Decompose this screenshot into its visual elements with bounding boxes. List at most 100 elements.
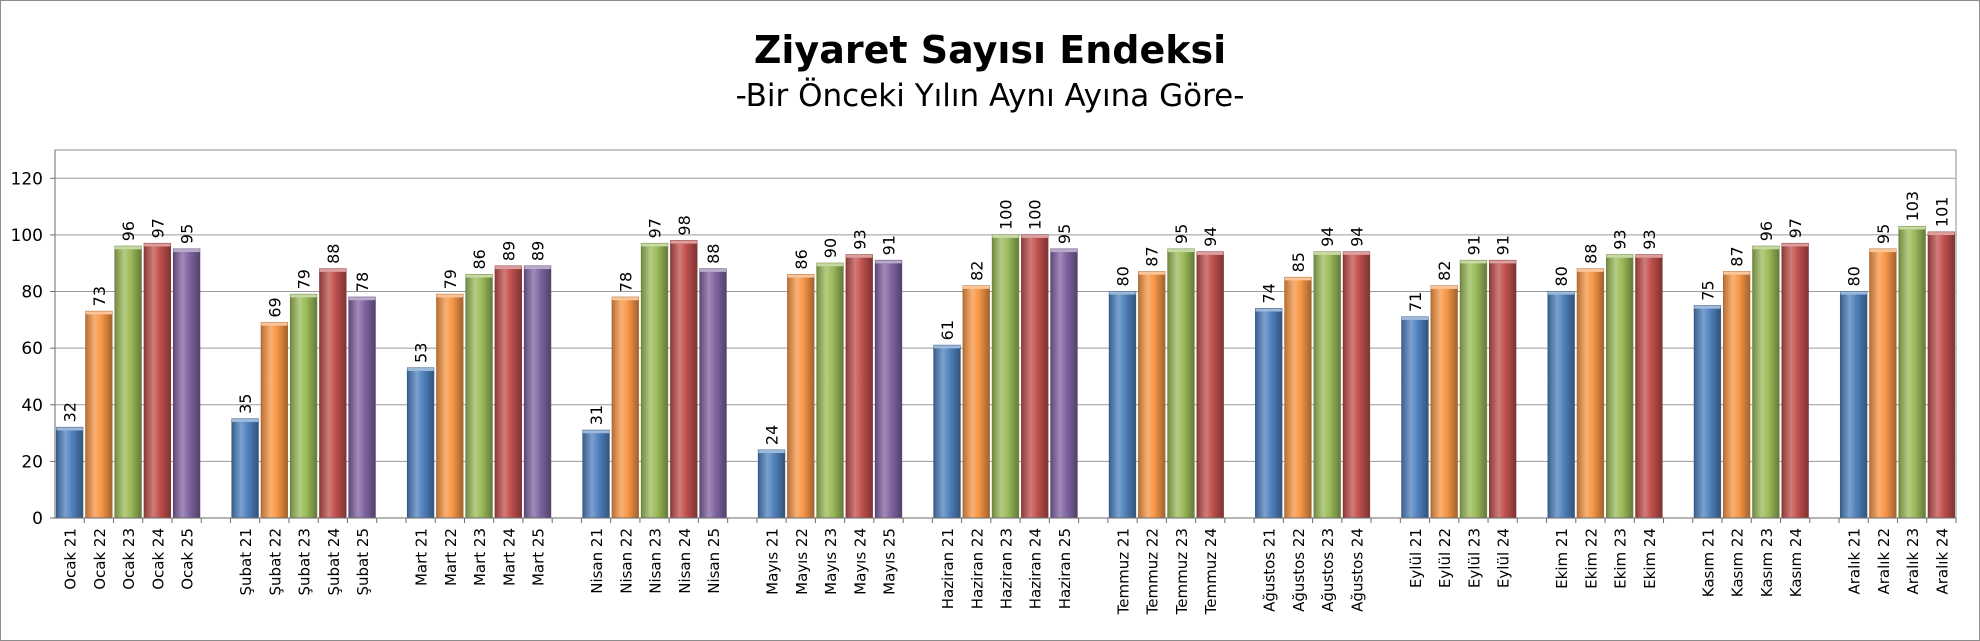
x-tick-label: Ocak 25	[179, 528, 197, 590]
bar	[319, 268, 347, 519]
bar-cap	[670, 240, 697, 244]
bar-cap	[846, 254, 873, 258]
bar	[114, 245, 142, 519]
bar	[172, 248, 201, 519]
x-tick-label: Ağustos 21	[1261, 528, 1279, 612]
bar-cap	[963, 285, 990, 289]
data-label: 32	[61, 402, 80, 422]
bar	[1927, 231, 1956, 519]
x-tick-label: Nisan 24	[676, 528, 694, 594]
bar	[1489, 259, 1517, 519]
x-tick-label: Mayıs 25	[881, 528, 899, 595]
data-label: 91	[1494, 235, 1513, 255]
data-label: 95	[1874, 224, 1893, 244]
bar-cap	[1928, 232, 1955, 236]
data-label: 94	[1201, 227, 1220, 247]
data-label: 94	[1318, 227, 1337, 247]
data-label: 73	[90, 286, 109, 306]
bar	[1606, 254, 1634, 519]
bar-cap	[85, 311, 113, 315]
data-label: 90	[821, 238, 840, 258]
bar	[1108, 291, 1137, 519]
x-tick-label: Nisan 21	[588, 528, 606, 594]
bar	[1342, 251, 1371, 519]
data-label: 100	[1026, 199, 1045, 230]
x-tick-label: Eylül 24	[1495, 528, 1513, 588]
x-tick-label: Şubat 22	[266, 528, 284, 595]
bar-cap	[1431, 285, 1458, 289]
x-tick-label: Nisan 25	[705, 528, 723, 594]
y-tick-label: 60	[21, 339, 43, 359]
y-axis: 0 20 40 60 80 100 120	[11, 150, 56, 529]
x-tick-label: Temmuz 24	[1202, 528, 1220, 615]
x-tick-label: Kasım 22	[1729, 528, 1747, 597]
bar	[1547, 291, 1575, 519]
y-tick-label: 100	[11, 226, 43, 246]
bar-cap	[1489, 260, 1516, 264]
x-tick-label: Mart 23	[471, 528, 489, 586]
data-label: 100	[997, 199, 1016, 230]
bar-cap	[1167, 249, 1195, 253]
x-tick-label: Ekim 24	[1641, 528, 1659, 589]
bar	[1196, 251, 1224, 519]
bar	[1313, 251, 1341, 519]
bar-cap	[1109, 291, 1136, 295]
bar-cap	[933, 345, 961, 349]
x-tick-label: Kasım 21	[1699, 528, 1717, 597]
y-tick-label: 20	[21, 452, 43, 472]
data-label: 88	[324, 244, 343, 264]
data-label: 85	[1289, 252, 1308, 272]
x-tick-label: Temmuz 21	[1114, 528, 1132, 615]
bar	[1284, 276, 1312, 519]
bar	[289, 293, 318, 519]
bar	[640, 242, 669, 519]
bar-cap	[1723, 271, 1750, 275]
bar	[348, 296, 376, 519]
data-label: 88	[1581, 244, 1600, 264]
bar-cap	[1752, 246, 1780, 250]
bar	[962, 285, 990, 519]
bar-cap	[699, 268, 727, 272]
x-tick-label: Haziran 25	[1056, 528, 1074, 609]
x-tick-label: Kasım 23	[1758, 528, 1776, 597]
bar	[1576, 268, 1605, 519]
x-tick-label: Temmuz 23	[1173, 528, 1191, 615]
data-label: 86	[792, 249, 811, 269]
bar-cap	[1314, 251, 1341, 255]
bar	[1839, 291, 1868, 519]
data-label: 95	[178, 224, 197, 244]
bar-cap	[1343, 251, 1370, 255]
bar	[991, 234, 1020, 519]
bar	[933, 344, 961, 519]
bar-cap	[787, 274, 814, 278]
bar	[1050, 248, 1078, 519]
x-tick-label: Kasım 24	[1787, 528, 1805, 597]
bar-cap	[1635, 254, 1663, 258]
bar	[699, 268, 727, 519]
x-tick-label: Ekim 21	[1553, 528, 1571, 589]
bar-cap	[992, 234, 1019, 238]
bar-cap	[1840, 291, 1867, 295]
bar-cap	[612, 297, 639, 301]
bar	[143, 242, 172, 519]
data-label: 93	[1611, 229, 1630, 249]
bar-cap	[1021, 234, 1048, 238]
y-tick-label: 40	[21, 396, 43, 416]
bar	[1401, 316, 1429, 519]
data-label: 24	[763, 425, 782, 445]
x-tick-label: Aralık 23	[1904, 528, 1922, 595]
x-tick-label: Haziran 21	[939, 528, 957, 609]
bar-cap	[758, 450, 785, 454]
x-tick-label: Ağustos 22	[1290, 528, 1308, 612]
x-tick-label: Şubat 23	[296, 528, 314, 595]
bar-cap	[875, 260, 902, 264]
x-tick-label: Mart 22	[442, 528, 460, 586]
bar	[1255, 308, 1283, 519]
x-tick-label: Ekim 22	[1582, 528, 1600, 589]
x-tick-label: Temmuz 22	[1144, 528, 1162, 615]
bar-cap	[1548, 291, 1575, 295]
x-tick-label: Eylül 21	[1407, 528, 1425, 588]
x-tick-label: Mayıs 24	[851, 528, 869, 595]
chart-title: Ziyaret Sayısı Endeksi	[753, 28, 1227, 72]
bar-cap	[1460, 260, 1487, 264]
